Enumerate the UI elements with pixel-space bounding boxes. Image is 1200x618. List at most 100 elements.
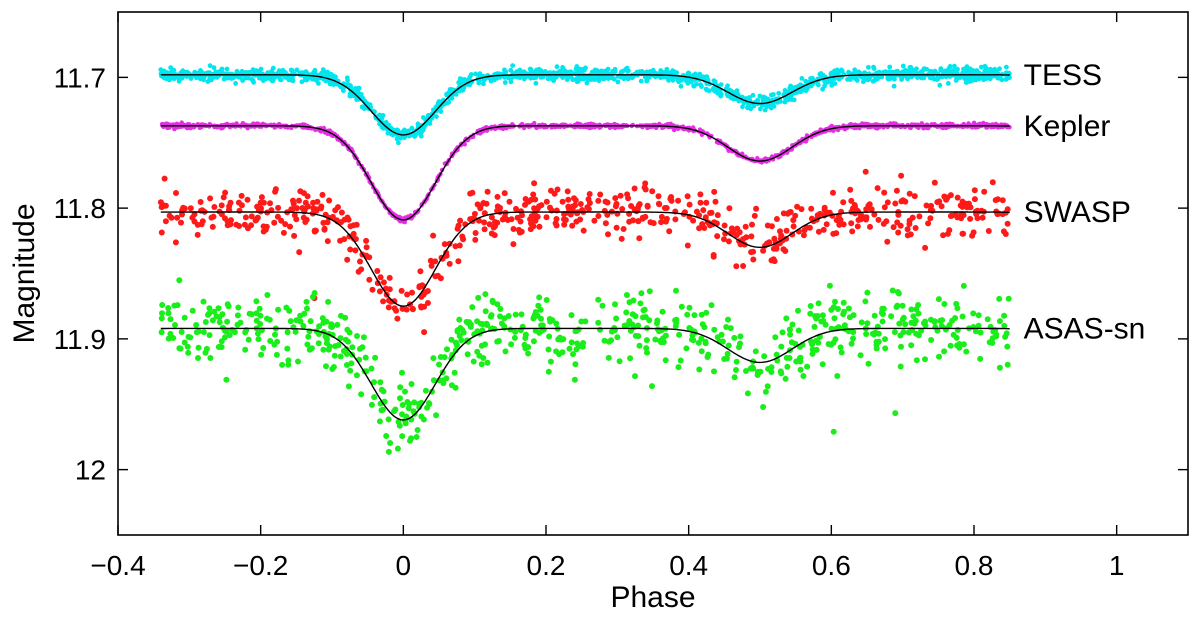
data-point: [605, 231, 611, 238]
data-point: [797, 354, 804, 361]
data-point: [654, 320, 660, 327]
data-point: [754, 372, 761, 378]
data-point: [721, 236, 727, 243]
data-point: [207, 63, 213, 69]
data-point: [380, 298, 387, 305]
data-point: [822, 321, 829, 328]
data-point: [536, 294, 543, 301]
data-point: [684, 193, 691, 200]
data-point: [931, 179, 938, 186]
data-point: [357, 91, 363, 97]
data-point: [902, 198, 909, 205]
data-point: [362, 354, 369, 361]
data-point: [499, 216, 506, 223]
data-point: [711, 85, 716, 91]
data-point: [181, 69, 187, 75]
data-point: [861, 79, 866, 85]
data-point: [329, 324, 335, 330]
data-point: [635, 218, 642, 225]
data-point: [778, 232, 785, 239]
data-point: [218, 338, 225, 345]
data-point: [501, 190, 508, 197]
data-point: [946, 227, 953, 234]
data-point: [344, 75, 350, 81]
data-point: [565, 203, 572, 210]
data-point: [165, 305, 172, 311]
data-point: [921, 75, 927, 81]
data-point: [585, 196, 592, 203]
data-point: [482, 341, 488, 348]
data-point: [922, 244, 929, 251]
data-point: [828, 325, 835, 332]
data-point: [402, 388, 408, 395]
data-point: [495, 338, 502, 344]
data-point: [321, 226, 328, 233]
data-point: [394, 445, 401, 452]
data-point: [840, 299, 847, 306]
data-point: [380, 113, 386, 118]
data-point: [332, 343, 339, 350]
data-point: [224, 66, 230, 72]
data-point: [312, 227, 319, 234]
data-point: [649, 383, 655, 390]
data-point: [684, 242, 691, 249]
data-point: [288, 67, 294, 73]
data-point: [858, 319, 865, 326]
data-point: [875, 216, 882, 223]
data-point: [826, 209, 833, 216]
data-point: [696, 366, 703, 373]
data-point: [437, 354, 444, 360]
data-point: [786, 326, 793, 333]
data-point: [480, 200, 487, 207]
data-point: [433, 104, 439, 110]
data-point: [845, 305, 852, 312]
data-point: [602, 220, 609, 227]
data-point: [242, 214, 249, 221]
data-point: [714, 212, 721, 219]
data-point: [655, 200, 662, 207]
data-point: [172, 322, 178, 328]
data-point: [643, 337, 650, 344]
data-point: [862, 168, 869, 175]
data-point: [420, 416, 427, 423]
data-point: [643, 345, 650, 352]
data-point: [938, 203, 945, 210]
data-point: [350, 222, 357, 229]
data-point: [368, 401, 375, 408]
data-point: [202, 319, 209, 325]
data-point: [595, 197, 602, 204]
data-point: [460, 329, 467, 336]
data-point: [817, 71, 823, 77]
data-point: [338, 84, 344, 90]
data-point: [209, 317, 216, 324]
data-point: [564, 188, 571, 195]
data-point: [764, 222, 771, 229]
data-point: [823, 221, 830, 228]
x-tick-label: 0.4: [669, 550, 708, 581]
data-point: [650, 220, 657, 227]
data-point: [234, 312, 241, 319]
data-point: [935, 296, 942, 303]
data-point: [159, 310, 165, 317]
data-point: [349, 344, 356, 351]
data-point: [683, 345, 690, 352]
data-point: [712, 198, 719, 205]
data-point: [967, 78, 973, 84]
data-point: [737, 333, 744, 340]
data-point: [725, 316, 731, 323]
data-point: [967, 215, 974, 222]
data-point: [340, 348, 347, 354]
data-point: [388, 131, 394, 137]
data-point: [456, 242, 463, 249]
data-point: [773, 216, 780, 222]
data-point: [320, 346, 327, 353]
data-point: [996, 295, 1003, 302]
data-point: [409, 289, 415, 296]
data-point: [218, 68, 224, 73]
data-point: [611, 76, 617, 82]
data-point: [612, 301, 618, 308]
data-point: [733, 367, 739, 373]
data-point: [848, 340, 855, 347]
data-point: [278, 77, 284, 83]
data-point: [554, 186, 561, 193]
